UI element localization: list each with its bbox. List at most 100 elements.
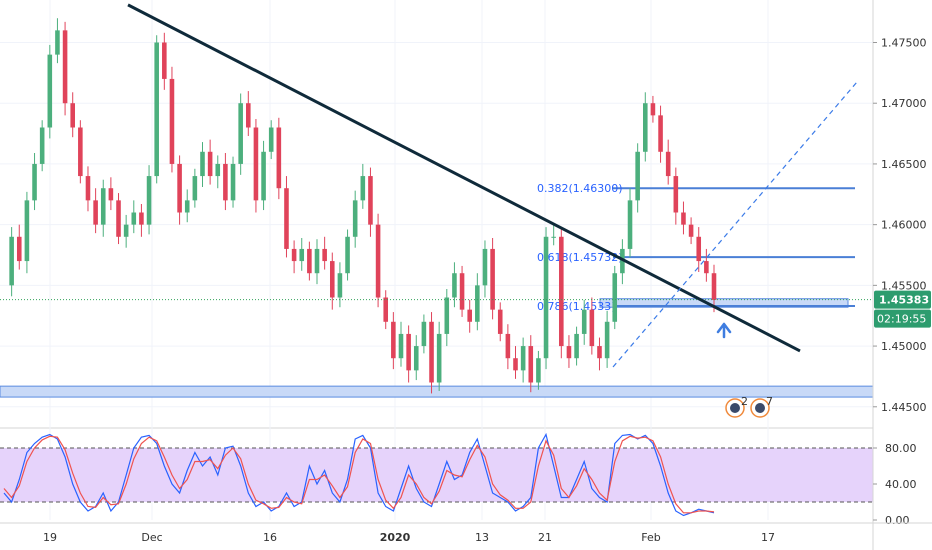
candle-body: [207, 151, 213, 177]
candle-body: [200, 151, 205, 177]
candle-body: [551, 236, 556, 238]
candle-body: [47, 54, 53, 128]
candle-body: [444, 297, 450, 334]
candle-body: [375, 224, 381, 298]
fib-levels: 0.382(1.46300) 0.618(1.45732) 0.786(1.4533…: [537, 182, 855, 313]
candle-body: [627, 200, 633, 249]
stoch-tick-label: 0.00: [885, 514, 910, 527]
candle-body: [612, 273, 618, 322]
fib-level-label: 0.786(1.4533): [537, 300, 616, 313]
candle-body: [177, 163, 182, 213]
event-badge-count: 2: [741, 395, 748, 408]
candle-body: [406, 333, 411, 371]
support-zone: [599, 298, 849, 308]
time-tick-label: 16: [263, 531, 277, 544]
price-axis[interactable]: 1.47500 1.47000 1.46500 1.46000 1.45500 1.450…: [872, 0, 931, 550]
candle-body: [528, 346, 534, 383]
candle-body: [139, 212, 144, 225]
candle-body: [505, 333, 511, 359]
time-tick-label: 17: [761, 531, 775, 544]
candle-body: [520, 346, 526, 371]
candle-body: [184, 200, 190, 213]
candle-body: [574, 333, 579, 359]
candle-body: [360, 176, 366, 201]
candle-body: [253, 127, 259, 201]
candle-body: [93, 200, 98, 225]
candle-body: [413, 346, 419, 371]
trendline-group[interactable]: [127, 3, 801, 353]
candle-body: [482, 248, 488, 286]
stoch-k-line: [3, 432, 715, 517]
price-tick-label: 1.44500: [881, 401, 927, 414]
support-zones: [0, 298, 874, 398]
candle-body: [276, 127, 282, 189]
candle-body: [322, 248, 327, 262]
price-tick-label: 1.45500: [881, 279, 927, 292]
last-price-label-bg: [874, 290, 931, 309]
candle-body: [169, 78, 175, 164]
time-tick-label: 13: [475, 531, 489, 544]
stoch-tick-label: 40.00: [885, 478, 917, 491]
candle-body: [345, 236, 350, 274]
candle-body: [536, 358, 541, 383]
candle-body: [62, 30, 68, 104]
candle-body: [39, 127, 45, 164]
event-badge-count: 7: [766, 395, 773, 408]
candle-body: [391, 321, 396, 359]
countdown-label: 02:19:55: [877, 313, 926, 326]
candle-body: [490, 248, 495, 310]
price-tick-label: 1.47500: [881, 37, 927, 50]
candle-body: [108, 188, 114, 201]
time-tick-label: 21: [538, 531, 552, 544]
candle-body: [429, 321, 434, 383]
candle-body: [24, 200, 30, 262]
time-axis[interactable]: 19 Dec 16 2020 13 21 Feb 17: [0, 522, 932, 544]
candle-body: [291, 248, 297, 262]
candle-body: [513, 358, 518, 371]
candle-body: [16, 236, 22, 262]
candle-body: [314, 248, 320, 274]
grid: [0, 0, 873, 520]
candle-body: [559, 236, 564, 347]
candle-body: [658, 115, 663, 152]
price-tick-label: 1.46500: [881, 158, 927, 171]
candle-body: [467, 309, 472, 322]
price-tick-label: 1.47000: [881, 97, 927, 110]
time-tick-label: 2020: [380, 531, 411, 544]
candle-body: [475, 285, 480, 322]
candle-body: [100, 188, 106, 225]
candle-body: [368, 176, 373, 225]
candle-body: [436, 333, 442, 383]
candle-body: [696, 236, 702, 262]
candle-body: [704, 261, 709, 274]
fib-level-label: 0.618(1.45732): [537, 251, 623, 264]
countdown-label-bg: [874, 309, 931, 328]
candle-body: [162, 42, 167, 79]
time-tick-label: 19: [43, 531, 57, 544]
stoch-tick-label: 80.00: [885, 442, 917, 455]
candle-body: [421, 321, 427, 347]
candle-body: [497, 309, 503, 334]
candle-body: [604, 321, 610, 359]
event-flag-icon: [755, 403, 765, 413]
candle-body: [650, 103, 656, 116]
candles: [0, 18, 873, 394]
candle-body: [78, 127, 83, 177]
candle-body: [223, 163, 228, 201]
candle-body: [230, 163, 236, 201]
candle-body: [261, 151, 266, 201]
candle-body: [597, 346, 602, 359]
candle-body: [268, 127, 274, 152]
stoch-d-line: [3, 435, 715, 514]
candle-body: [337, 273, 343, 298]
candle-body: [154, 42, 159, 177]
candle-body: [566, 346, 572, 359]
up-arrow-icon: [716, 322, 732, 339]
candle-body: [329, 261, 335, 298]
candle-body: [9, 236, 14, 286]
candle-body: [688, 224, 694, 237]
candle-body: [85, 176, 91, 201]
candle-body: [398, 333, 404, 359]
